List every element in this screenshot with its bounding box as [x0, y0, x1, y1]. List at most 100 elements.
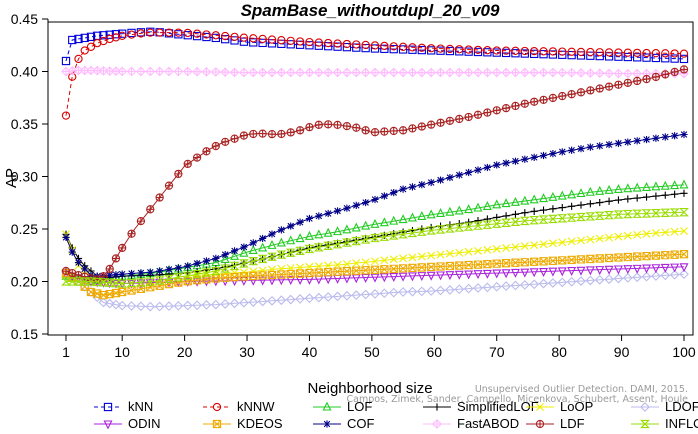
data-point-ldf	[164, 181, 174, 190]
data-point-knnw	[221, 31, 230, 41]
data-point-knnw	[155, 28, 164, 37]
data-point-cof	[380, 192, 388, 200]
data-point-odin	[595, 266, 605, 276]
data-point-simplifiedlof	[539, 206, 548, 214]
data-point-ldof	[454, 284, 465, 295]
data-point-ldf	[633, 76, 642, 86]
data-point-knnw	[595, 48, 604, 57]
data-point-knnw	[539, 47, 548, 56]
data-point-inflo	[632, 209, 643, 218]
data-point-inflo	[679, 208, 689, 217]
data-point-inflo	[463, 222, 474, 231]
legend-label-odin: ODIN	[128, 416, 161, 431]
data-point-simplifiedlof	[596, 198, 604, 207]
data-point-cof	[568, 146, 576, 154]
data-point-loop	[342, 260, 351, 269]
legend-label-knnw: kNNW	[237, 399, 275, 414]
data-point-knn	[61, 56, 71, 66]
data-point-ldf	[670, 67, 679, 77]
data-point-ldf	[146, 205, 155, 214]
data-point-cof	[165, 265, 173, 274]
data-point-loop	[530, 241, 539, 250]
data-point-loop	[511, 243, 520, 252]
data-point-kdeos	[295, 269, 305, 278]
x-tick-label: 30	[239, 344, 255, 360]
data-point-kdeos	[530, 257, 539, 266]
data-point-inflo	[257, 254, 268, 264]
data-point-ldf	[277, 129, 286, 139]
data-point-fastabod	[491, 67, 502, 78]
data-point-fastabod	[398, 67, 408, 78]
data-point-fastabod	[117, 66, 128, 77]
x-tick-label: 50	[364, 344, 380, 360]
data-point-fastabod	[632, 68, 643, 79]
data-point-ldf	[174, 169, 183, 179]
x-tick-label: 1	[62, 344, 70, 360]
data-point-ldof	[651, 271, 661, 281]
data-point-knnw	[623, 48, 632, 57]
data-point-knn	[567, 50, 576, 60]
data-point-cof	[249, 239, 257, 247]
data-point-cof	[277, 226, 285, 234]
data-point-knn	[408, 45, 417, 54]
data-point-fastabod	[379, 67, 390, 78]
legend-marker-loop	[536, 403, 544, 411]
data-point-knn	[473, 47, 483, 57]
legend-label-knn: kNN	[128, 399, 153, 414]
data-point-lof	[548, 191, 558, 201]
data-point-inflo	[566, 213, 577, 222]
data-point-fastabod	[267, 67, 277, 78]
watermark-line-2: Unsupervised Outlier Detection. DAMI, 20…	[475, 384, 688, 395]
data-point-loop	[417, 252, 426, 261]
data-point-fastabod	[622, 68, 633, 79]
data-point-fastabod	[482, 67, 493, 78]
data-point-knnw	[380, 41, 389, 51]
data-point-inflo	[426, 226, 437, 235]
data-point-cof	[333, 207, 342, 215]
data-point-ldof	[210, 299, 221, 310]
data-point-odin	[473, 270, 483, 280]
data-point-ldf	[408, 124, 417, 133]
data-point-ldof	[229, 298, 240, 309]
data-point-cof	[106, 271, 114, 279]
data-point-knnw	[548, 47, 558, 56]
data-point-fastabod	[435, 67, 446, 78]
data-point-simplifiedlof	[474, 217, 482, 225]
data-point-cof	[624, 138, 632, 146]
data-point-inflo	[604, 210, 615, 220]
data-point-odin	[370, 273, 380, 283]
legend-marker-knn	[103, 402, 113, 412]
data-point-kdeos	[670, 250, 679, 259]
data-point-odin	[314, 275, 324, 285]
data-point-knnw	[118, 31, 127, 40]
data-point-odin	[548, 267, 558, 277]
y-tick-label: 0.35	[11, 116, 38, 132]
data-point-lof	[286, 235, 296, 245]
data-point-kdeos	[361, 266, 370, 275]
data-point-kdeos	[642, 251, 651, 261]
data-point-inflo	[407, 228, 418, 238]
data-point-loop	[399, 254, 408, 263]
data-point-odin	[651, 264, 661, 274]
data-point-ldof	[370, 289, 380, 299]
data-point-kdeos	[576, 255, 586, 264]
data-point-cof	[305, 214, 314, 223]
data-point-loop	[361, 258, 370, 267]
data-point-loop	[661, 228, 670, 237]
data-point-kdeos	[455, 261, 464, 270]
data-point-knn	[511, 49, 520, 58]
data-point-knnw	[445, 44, 455, 54]
data-point-loop	[577, 236, 585, 245]
data-point-inflo	[135, 278, 146, 287]
data-point-kdeos	[230, 272, 239, 282]
data-point-kdeos	[651, 251, 661, 260]
data-point-cof	[446, 173, 454, 182]
data-point-cof	[202, 257, 211, 265]
data-point-knnw	[202, 30, 211, 39]
data-point-cof	[596, 142, 604, 150]
data-point-cof	[614, 139, 623, 147]
data-point-ldf	[595, 84, 604, 93]
data-point-inflo	[210, 266, 221, 276]
data-point-cof	[62, 233, 70, 241]
data-point-lof	[492, 199, 502, 209]
